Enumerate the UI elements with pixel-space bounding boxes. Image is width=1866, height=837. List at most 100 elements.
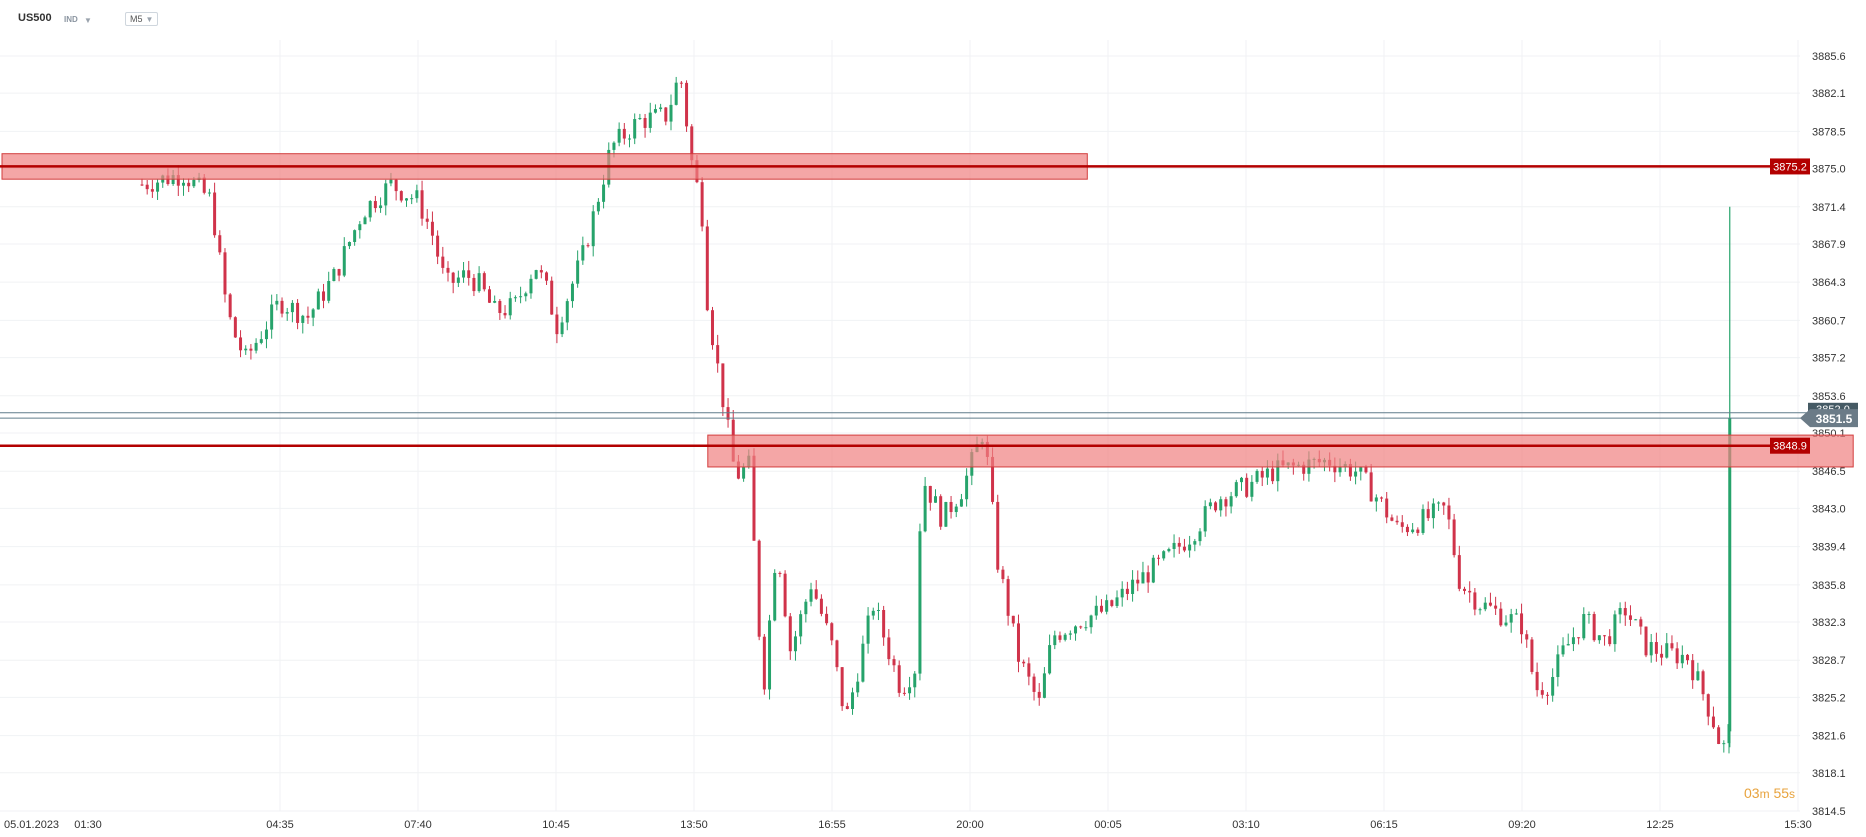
candle-body: [1234, 482, 1238, 497]
candle-body: [550, 280, 554, 315]
candle-body: [1654, 642, 1658, 654]
candle-body: [1120, 588, 1124, 598]
candle-body: [1711, 716, 1715, 728]
y-tick-label: 3857.2: [1812, 353, 1846, 365]
price-level-badge: [1770, 158, 1810, 175]
candle-body: [239, 337, 243, 351]
candle-body: [814, 589, 818, 599]
candle-body: [1115, 597, 1119, 606]
y-tick-label: 3875.0: [1812, 164, 1846, 176]
candle-body: [934, 496, 937, 503]
timer-min-unit: m: [1759, 787, 1770, 801]
candle-body: [887, 637, 891, 660]
candle-body: [264, 329, 268, 340]
candle-body: [773, 572, 777, 621]
candle-body: [1359, 466, 1363, 472]
candle-body: [233, 317, 237, 338]
candle-body: [876, 609, 880, 611]
candle-body: [1483, 602, 1487, 610]
y-tick-label: 3867.9: [1812, 239, 1846, 251]
candle-body: [617, 128, 621, 143]
y-tick-label: 3818.1: [1812, 768, 1846, 780]
candle-body: [659, 107, 663, 110]
candle-body: [1250, 481, 1254, 497]
candle-body: [1027, 663, 1031, 677]
candle-body: [1520, 613, 1524, 635]
candle-body: [368, 201, 372, 218]
candle-body: [207, 192, 211, 194]
candle-body: [524, 293, 528, 297]
candle-body: [1447, 505, 1451, 520]
candle-body: [1011, 615, 1015, 624]
candle-body: [1728, 418, 1732, 732]
candle-body: [1208, 502, 1212, 507]
candle-body: [1239, 477, 1243, 483]
candle-body: [1068, 633, 1072, 635]
candle-body: [768, 620, 772, 690]
candle-body: [430, 221, 434, 236]
candle-body: [1488, 602, 1492, 606]
candle-body: [223, 252, 227, 295]
candle-body: [1265, 468, 1269, 478]
candle-body: [643, 117, 647, 128]
y-tick-label: 3882.1: [1812, 88, 1846, 100]
candle-body: [451, 272, 455, 283]
candle-body: [493, 300, 497, 303]
candle-body: [1198, 531, 1202, 542]
candle-body: [788, 616, 792, 652]
candle-body: [1245, 477, 1249, 497]
timeframe-selector[interactable]: M5 ▼: [125, 12, 159, 26]
x-tick-label: 03:10: [1232, 819, 1260, 831]
candle-body: [358, 224, 362, 231]
candle-body: [1182, 546, 1186, 551]
candle-body: [150, 189, 154, 192]
candle-body: [565, 301, 569, 323]
candle-body: [1385, 498, 1389, 518]
y-tick-label: 3825.2: [1812, 692, 1846, 704]
candle-body: [462, 270, 466, 278]
candle-body: [467, 270, 471, 278]
candle-body: [1613, 614, 1617, 645]
candle-body: [1302, 464, 1306, 474]
candle-body: [1214, 502, 1218, 511]
candle-body: [322, 291, 326, 301]
x-tick-label: 13:50: [680, 819, 708, 831]
candle-body: [1675, 648, 1679, 664]
candle-body: [1592, 614, 1596, 641]
candle-body: [1374, 497, 1378, 502]
y-tick-label: 3843.0: [1812, 503, 1846, 515]
candle-body: [1364, 466, 1368, 473]
candle-body: [845, 706, 849, 709]
candle-body: [192, 179, 196, 187]
candle-body: [249, 348, 253, 351]
candle-body: [1691, 660, 1695, 681]
candle-body: [384, 183, 388, 206]
candle-body: [529, 278, 533, 294]
candle-body: [446, 267, 450, 273]
candle-body: [591, 211, 595, 247]
candle-body: [379, 205, 383, 209]
candle-body: [1706, 694, 1710, 717]
x-tick-label: 20:00: [956, 819, 984, 831]
symbol-dropdown-icon[interactable]: ▼: [84, 16, 92, 25]
candle-body: [487, 289, 491, 303]
candle-body: [342, 246, 346, 276]
candle-body: [1649, 642, 1653, 656]
y-tick-label: 3821.6: [1812, 731, 1846, 743]
candle-body: [1167, 548, 1171, 552]
symbol-label[interactable]: US500: [18, 12, 52, 24]
candle-body: [399, 191, 403, 201]
candle-body: [576, 260, 580, 284]
candle-body: [145, 184, 149, 190]
candle-body: [436, 235, 440, 257]
candle-body: [570, 283, 574, 302]
candle-body: [1623, 608, 1627, 616]
candle-body: [187, 182, 191, 187]
candle-body: [1380, 497, 1384, 499]
candle-body: [897, 665, 901, 693]
candle-body: [301, 315, 305, 323]
candle-body: [425, 218, 429, 222]
candle-body: [290, 302, 294, 313]
candle-body: [508, 298, 512, 316]
